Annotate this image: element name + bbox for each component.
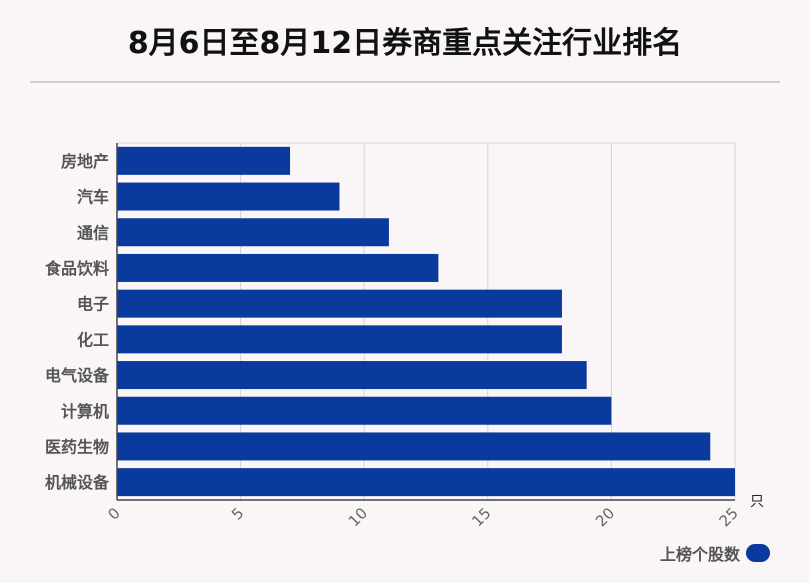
chart-title: 8月6日至8月12日券商重点关注行业排名 bbox=[127, 26, 683, 61]
category-label: 机械设备 bbox=[45, 473, 110, 492]
x-tick-label: 0 bbox=[104, 504, 123, 523]
bar[interactable] bbox=[117, 218, 389, 247]
category-label: 医药生物 bbox=[45, 437, 109, 456]
legend-label: 上榜个股数 bbox=[659, 545, 740, 564]
category-label: 化工 bbox=[77, 330, 109, 349]
x-tick-label: 15 bbox=[468, 504, 494, 530]
legend-swatch bbox=[746, 544, 770, 562]
x-tick-label: 25 bbox=[716, 504, 742, 530]
axes bbox=[116, 143, 735, 501]
x-tick-label: 5 bbox=[228, 504, 247, 523]
category-label: 食品饮料 bbox=[44, 259, 109, 278]
legend[interactable]: 上榜个股数 bbox=[660, 541, 770, 565]
bar[interactable] bbox=[117, 289, 562, 318]
x-tick-label: 10 bbox=[345, 504, 371, 530]
bar[interactable] bbox=[117, 146, 291, 175]
category-label: 电子 bbox=[77, 295, 109, 314]
bar[interactable] bbox=[117, 432, 711, 461]
bar[interactable] bbox=[117, 468, 735, 497]
bar[interactable] bbox=[117, 325, 562, 354]
bar[interactable] bbox=[117, 182, 340, 211]
bar[interactable] bbox=[117, 396, 612, 425]
category-label: 房地产 bbox=[61, 152, 109, 171]
x-axis-tick-labels: 0 5 10 15 20 25 bbox=[104, 504, 741, 530]
bar[interactable] bbox=[117, 253, 439, 282]
bars bbox=[117, 146, 735, 497]
x-tick-label: 20 bbox=[592, 504, 618, 530]
category-label: 计算机 bbox=[61, 402, 109, 421]
category-label: 通信 bbox=[77, 223, 109, 242]
category-label: 电气设备 bbox=[45, 366, 110, 385]
bar[interactable] bbox=[117, 361, 587, 390]
category-label: 汽车 bbox=[77, 188, 109, 207]
x-axis-unit: 只 bbox=[750, 494, 764, 510]
title-divider bbox=[30, 81, 780, 83]
